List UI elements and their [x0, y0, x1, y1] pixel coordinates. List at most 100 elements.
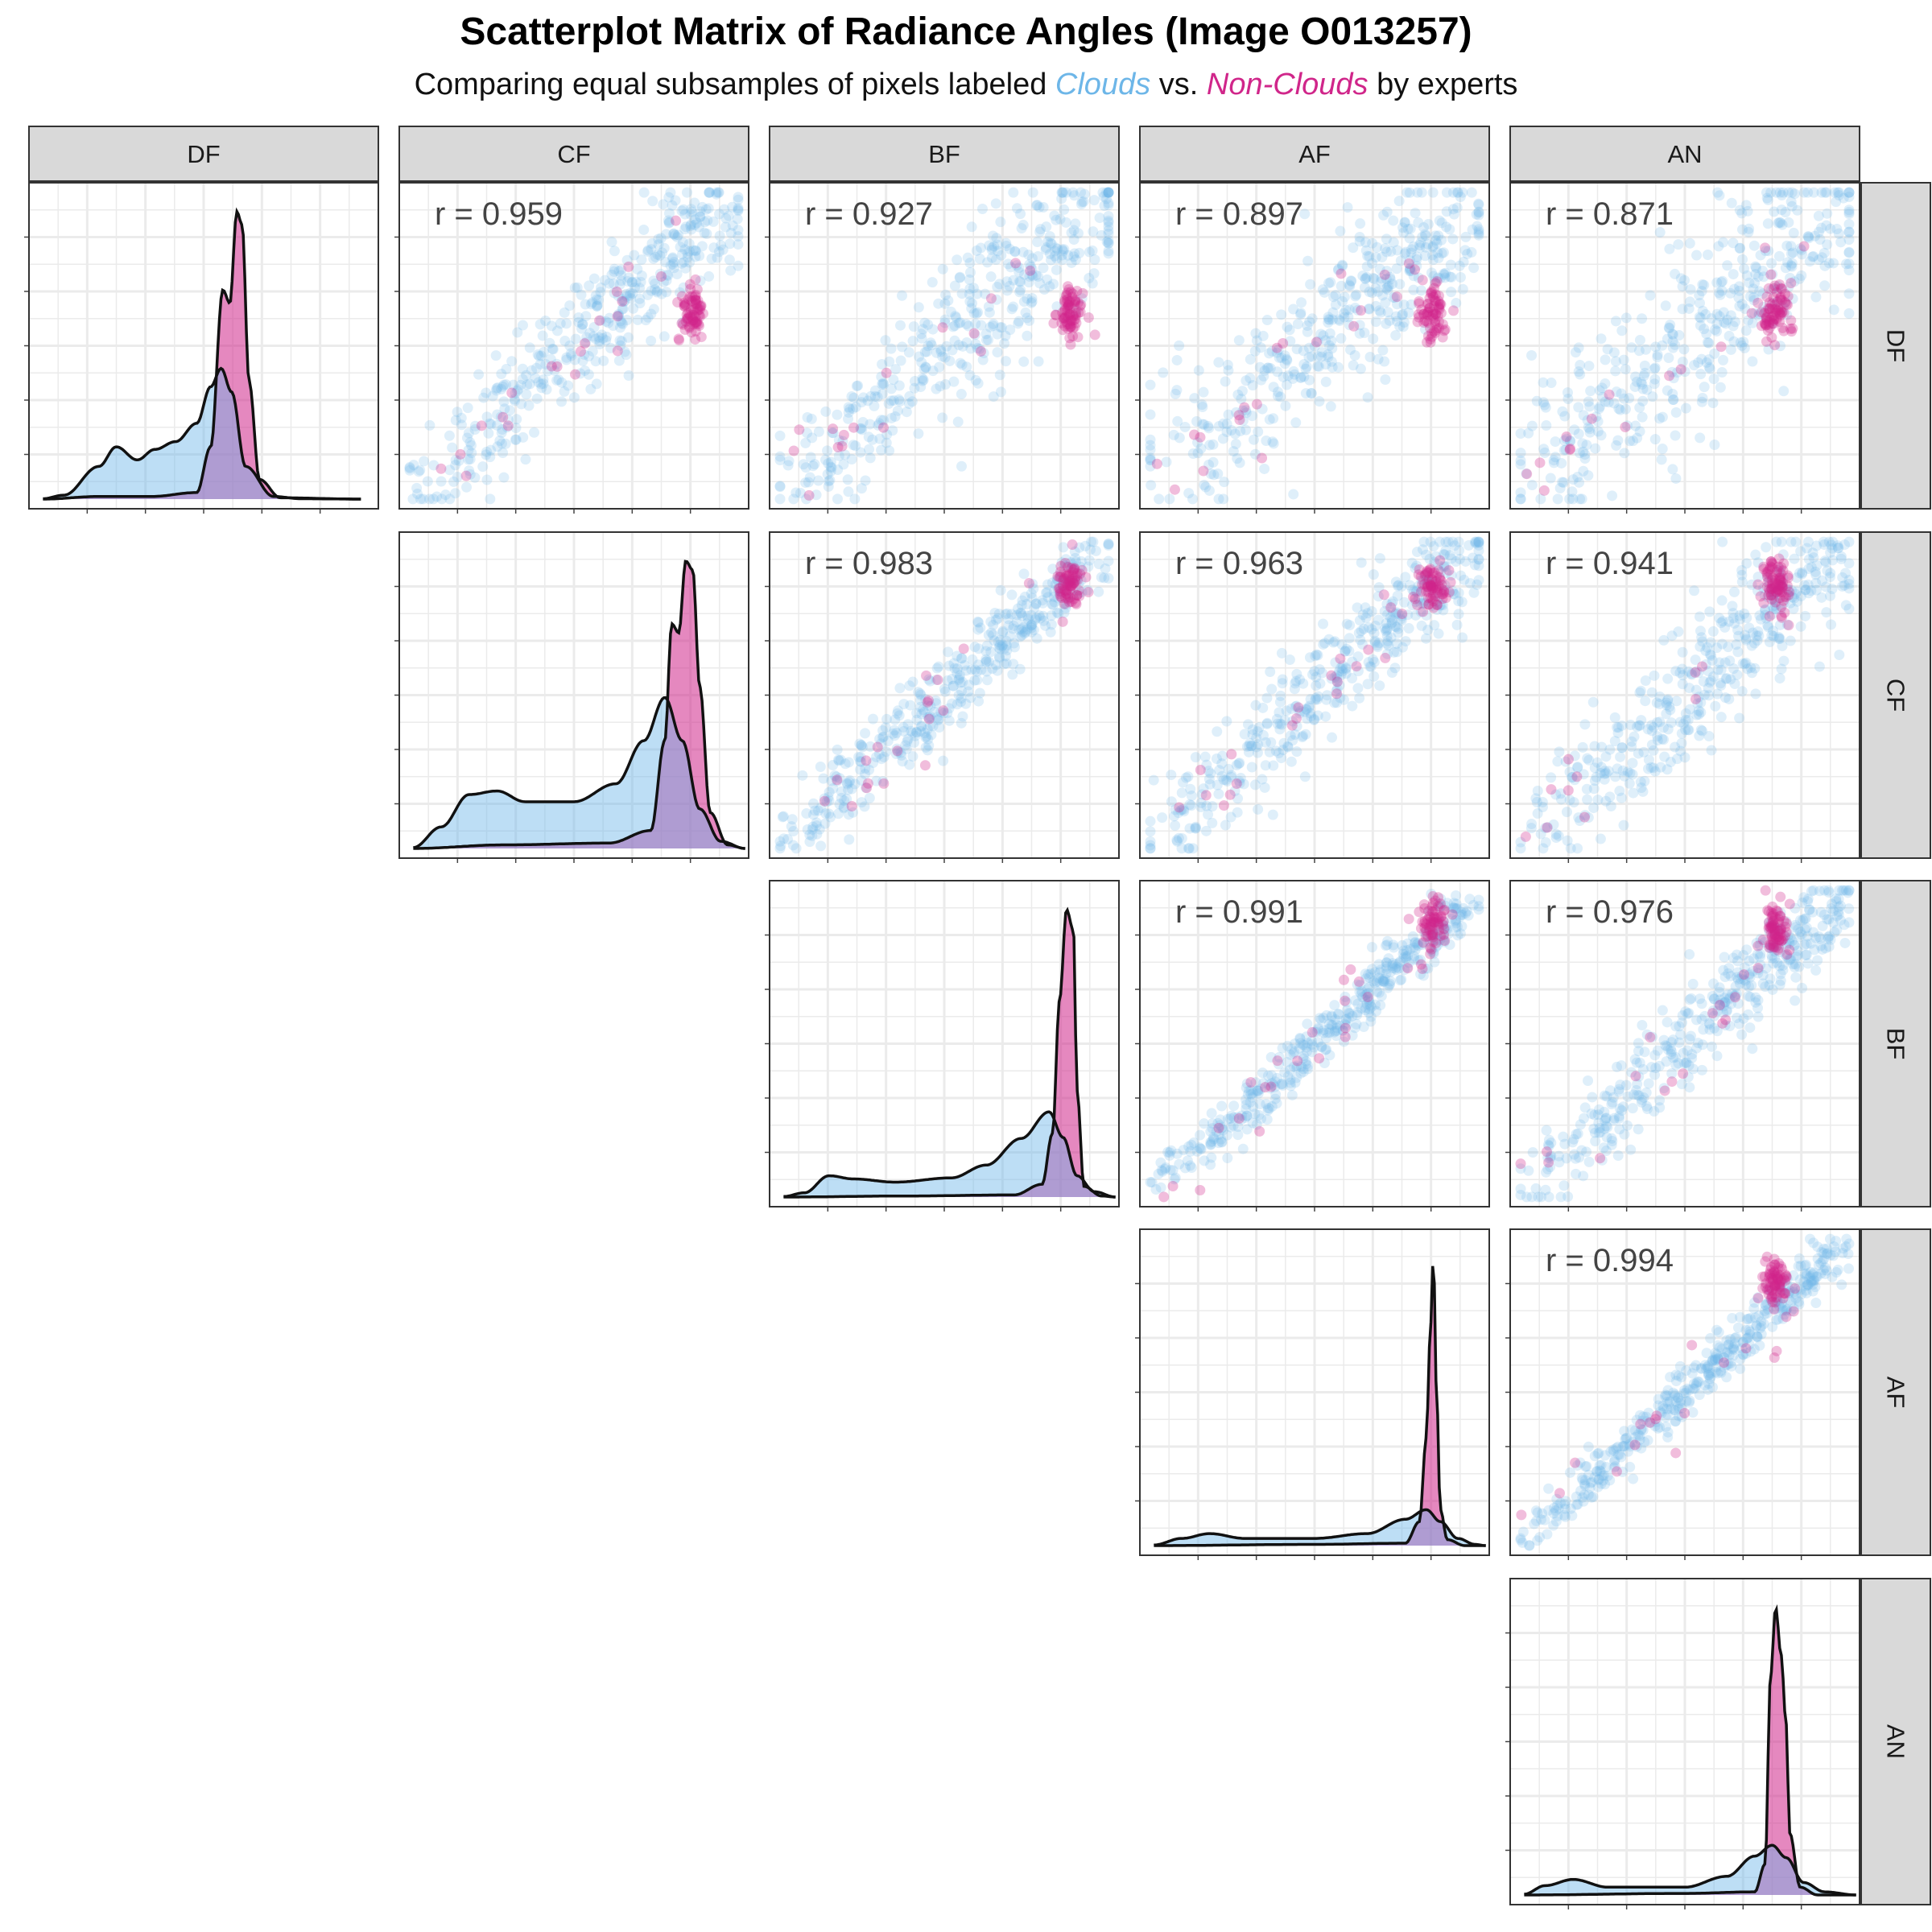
- scatter-point-clouds: [1626, 741, 1637, 753]
- scatter-point-clouds: [636, 254, 647, 266]
- scatter-point-clouds: [1241, 407, 1252, 419]
- scatter-point-clouds: [827, 427, 838, 439]
- row-strip-label: AN: [1882, 1724, 1910, 1759]
- scatter-point-clouds: [1237, 405, 1249, 416]
- scatter-point-clouds: [469, 420, 481, 431]
- scatter-point-nonclouds: [1430, 295, 1442, 307]
- scatter-point-clouds: [988, 391, 999, 402]
- scatter-point-clouds: [691, 217, 703, 229]
- panel-border: [1139, 1228, 1490, 1556]
- scatter-point-clouds: [1348, 242, 1359, 254]
- scatter-point-nonclouds: [696, 301, 707, 312]
- scatter-point-clouds: [1558, 477, 1569, 488]
- scatter-point-clouds: [615, 316, 626, 327]
- scatter-point-clouds: [1420, 324, 1431, 335]
- scatter-point-clouds: [1578, 465, 1589, 477]
- scatter-point-clouds: [671, 269, 683, 280]
- scatter-point-clouds: [1330, 299, 1341, 311]
- column-strip-label: CF: [557, 140, 590, 168]
- scatter-point-nonclouds: [921, 670, 932, 681]
- scatter-point-clouds: [1066, 257, 1077, 268]
- scatter-point-clouds: [1367, 287, 1378, 299]
- scatter-point-clouds: [1843, 265, 1855, 276]
- scatter-point-clouds: [1468, 262, 1480, 274]
- scatter-point-clouds: [1361, 261, 1373, 272]
- scatter-point-nonclouds: [1061, 291, 1072, 302]
- scatter-point-clouds: [916, 328, 927, 340]
- scatter-point-clouds: [1199, 480, 1210, 491]
- scatter-point-clouds: [1802, 536, 1814, 547]
- scatter-point-clouds: [1440, 267, 1451, 279]
- scatter-point-clouds: [1448, 208, 1459, 220]
- scatter-point-clouds: [1026, 297, 1037, 308]
- scatter-point-clouds: [664, 208, 675, 219]
- scatter-point-clouds: [884, 356, 895, 367]
- scatter-point-clouds: [616, 264, 627, 275]
- scatter-point-nonclouds: [1363, 644, 1374, 655]
- scatter-point-nonclouds: [1226, 749, 1237, 760]
- density-line-clouds: [1154, 1508, 1486, 1547]
- scatter-point-nonclouds: [695, 311, 706, 322]
- scatter-point-clouds: [1515, 459, 1526, 470]
- scatter-point-clouds: [590, 356, 601, 367]
- scatter-point-clouds: [1790, 972, 1802, 983]
- scatter-point-clouds: [1539, 447, 1550, 458]
- scatter-point-clouds: [510, 395, 521, 407]
- scatter-point-clouds: [1576, 493, 1587, 505]
- scatter-point-clouds: [646, 308, 657, 320]
- scatter-point-clouds: [1070, 552, 1081, 564]
- scatter-point-clouds: [1796, 270, 1807, 281]
- scatter-point-clouds: [1740, 200, 1752, 211]
- scatter-point-clouds: [592, 299, 603, 311]
- scatter-point-nonclouds: [1763, 308, 1774, 319]
- scatter-point-clouds: [1717, 275, 1728, 287]
- panel-border: [1139, 182, 1490, 510]
- scatter-point-nonclouds: [938, 705, 949, 716]
- scatter-point-clouds: [1749, 663, 1761, 674]
- scatter-point-clouds: [1667, 394, 1678, 405]
- scatter-point-clouds: [1394, 320, 1406, 332]
- scatter-point-clouds: [886, 395, 897, 407]
- scatter-point-clouds: [823, 458, 834, 469]
- scatter-point-clouds: [943, 646, 954, 658]
- scatter-point-clouds: [822, 469, 833, 480]
- scatter-point-clouds: [1145, 815, 1156, 827]
- scatter-point-clouds: [1397, 308, 1409, 320]
- scatter-point-clouds: [1420, 230, 1431, 242]
- scatter-point-clouds: [1637, 1020, 1648, 1031]
- scatter-point-clouds: [1677, 679, 1688, 690]
- scatter-point-clouds: [1303, 352, 1315, 363]
- scatter-point-clouds: [1268, 382, 1279, 393]
- scatter-point-clouds: [1729, 316, 1740, 328]
- scatter-point-nonclouds: [1063, 589, 1074, 601]
- scatter-point-clouds: [1600, 378, 1611, 390]
- scatter-point-clouds: [1015, 284, 1026, 295]
- scatter-point-nonclouds: [1413, 309, 1424, 320]
- scatter-point-clouds: [1384, 315, 1395, 326]
- scatter-point-clouds: [1001, 240, 1012, 251]
- scatter-point-clouds: [1718, 307, 1729, 318]
- scatter-point-clouds: [496, 383, 507, 394]
- scatter-point-clouds: [995, 322, 1006, 333]
- scatter-point-clouds: [1538, 377, 1549, 388]
- scatter-point-clouds: [727, 220, 738, 231]
- scatter-point-clouds: [1145, 452, 1156, 464]
- scatter-point-clouds: [652, 249, 663, 260]
- scatter-point-clouds: [1737, 254, 1748, 265]
- scatter-point-clouds: [733, 205, 744, 217]
- scatter-point-clouds: [1050, 242, 1061, 254]
- scatter-point-clouds: [968, 308, 980, 319]
- scatter-point-clouds: [1460, 231, 1472, 242]
- scatter-point-clouds: [1515, 455, 1526, 466]
- scatter-point-clouds: [1281, 353, 1292, 365]
- scatter-point-clouds: [604, 312, 615, 324]
- scatter-point-nonclouds: [1380, 652, 1391, 663]
- scatter-point-clouds: [1707, 671, 1719, 682]
- scatter-point-clouds: [832, 409, 843, 420]
- scatter-point-clouds: [551, 358, 562, 369]
- scatter-point-clouds: [713, 187, 724, 198]
- scatter-point-clouds: [1649, 670, 1660, 681]
- scatter-point-nonclouds: [1083, 312, 1094, 324]
- scatter-point-clouds: [1381, 964, 1392, 975]
- scatter-point-clouds: [1677, 646, 1688, 658]
